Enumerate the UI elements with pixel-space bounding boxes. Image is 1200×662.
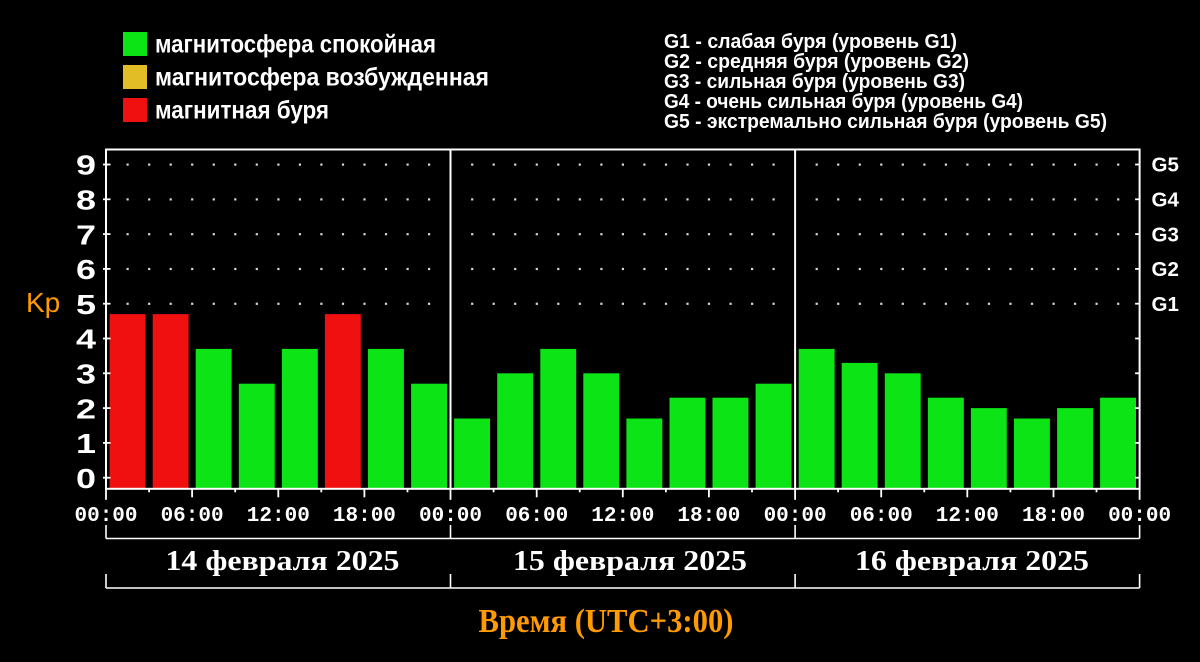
svg-text:14 февраля 2025: 14 февраля 2025 bbox=[166, 545, 400, 577]
svg-text:00:00: 00:00 bbox=[419, 505, 482, 528]
svg-text:G2: G2 bbox=[1152, 258, 1179, 281]
svg-text:00:00: 00:00 bbox=[1108, 505, 1171, 528]
svg-text:G5 - экстремально сильная буря: G5 - экстремально сильная буря (уровень … bbox=[664, 111, 1107, 133]
svg-text:9: 9 bbox=[76, 150, 96, 181]
svg-text:0: 0 bbox=[76, 463, 96, 494]
svg-text:18:00: 18:00 bbox=[1022, 505, 1085, 528]
svg-text:G1: G1 bbox=[1152, 293, 1179, 316]
svg-text:1: 1 bbox=[76, 428, 96, 459]
svg-text:G1 - слабая буря (уровень G1): G1 - слабая буря (уровень G1) bbox=[664, 31, 957, 53]
svg-text:магнитосфера спокойная: магнитосфера спокойная bbox=[155, 31, 436, 59]
svg-text:06:00: 06:00 bbox=[505, 505, 568, 528]
svg-text:Kp: Kp bbox=[26, 287, 60, 318]
svg-text:8: 8 bbox=[76, 185, 96, 216]
svg-text:12:00: 12:00 bbox=[591, 505, 654, 528]
svg-text:06:00: 06:00 bbox=[161, 505, 224, 528]
svg-text:00:00: 00:00 bbox=[74, 505, 137, 528]
svg-text:G5: G5 bbox=[1152, 154, 1179, 177]
svg-text:18:00: 18:00 bbox=[333, 505, 396, 528]
svg-text:7: 7 bbox=[76, 219, 96, 250]
svg-text:G4: G4 bbox=[1152, 189, 1180, 212]
svg-text:3: 3 bbox=[76, 359, 96, 390]
svg-text:G3 - сильная буря (уровень G3): G3 - сильная буря (уровень G3) bbox=[664, 71, 965, 93]
svg-text:магнитная буря: магнитная буря bbox=[155, 97, 329, 125]
svg-text:12:00: 12:00 bbox=[247, 505, 310, 528]
svg-text:6: 6 bbox=[76, 254, 96, 285]
svg-text:00:00: 00:00 bbox=[764, 505, 827, 528]
svg-text:18:00: 18:00 bbox=[677, 505, 740, 528]
svg-text:2: 2 bbox=[76, 393, 96, 424]
svg-text:4: 4 bbox=[76, 324, 97, 355]
svg-text:магнитосфера возбужденная: магнитосфера возбужденная bbox=[155, 64, 489, 92]
svg-text:15 февраля 2025: 15 февраля 2025 bbox=[513, 545, 747, 577]
svg-text:16 февраля 2025: 16 февраля 2025 bbox=[855, 545, 1089, 577]
svg-text:G2 - средняя буря (уровень G2): G2 - средняя буря (уровень G2) bbox=[664, 51, 969, 73]
svg-text:Время (UTC+3:00): Время (UTC+3:00) bbox=[479, 603, 734, 640]
svg-text:G3: G3 bbox=[1152, 223, 1179, 246]
svg-text:12:00: 12:00 bbox=[936, 505, 999, 528]
svg-text:G4 - очень сильная буря (урове: G4 - очень сильная буря (уровень G4) bbox=[664, 91, 1023, 113]
svg-text:5: 5 bbox=[76, 289, 96, 320]
svg-text:06:00: 06:00 bbox=[850, 505, 913, 528]
